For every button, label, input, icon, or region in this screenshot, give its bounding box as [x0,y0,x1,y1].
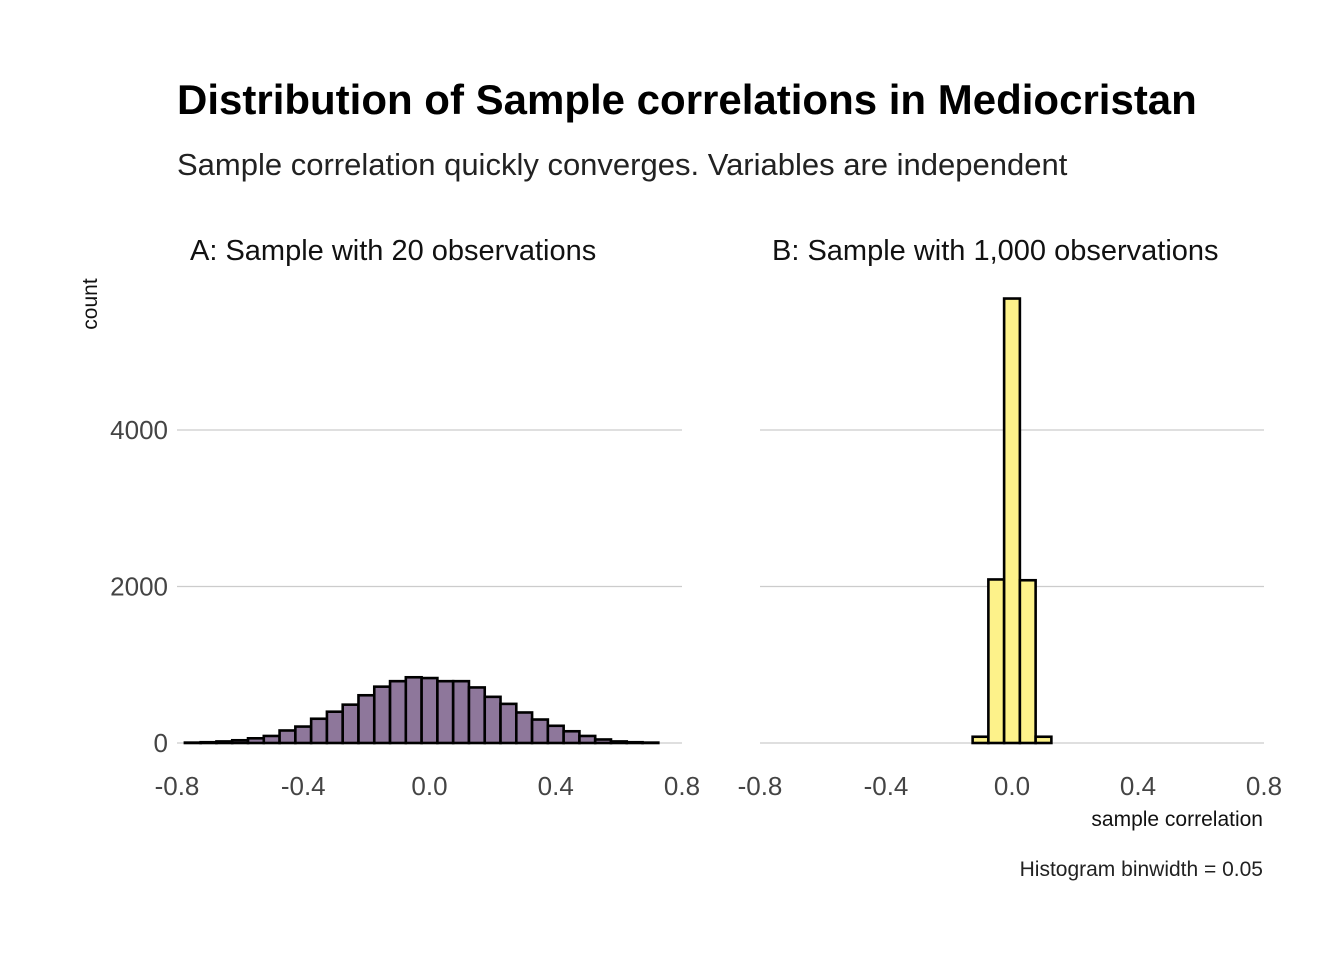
panel-a-bar [199,740,218,745]
panel-b-x-tick-label: 0.8 [1246,771,1282,801]
panel-a-bar [530,718,550,745]
panel-b-x-tick-label: 0.0 [994,771,1030,801]
panel-a-bar [562,729,581,745]
panel-a-bar [578,734,597,745]
panel-a-bar [230,738,250,745]
panel-b-x-tick-label: 0.4 [1120,771,1156,801]
panel-a-bar [262,734,281,745]
panel-a-bar [246,737,266,745]
panel-a-bar [451,679,471,745]
panel-b-title: B: Sample with 1,000 observations [772,235,1219,267]
panel-b-bar [1002,297,1022,745]
panel-a-bar [625,740,644,745]
y-tick-label: 2000 [110,572,168,602]
panel-a-bar [215,740,234,745]
panel-a-bar [278,729,297,745]
panel-a-x-tick-label: 0.0 [411,771,447,801]
panel-a-bar [325,710,345,745]
panel-a-bar [467,686,487,745]
panel-a-bar [436,679,455,745]
panel-a-bar [499,702,518,745]
panel-a-bar [357,693,376,745]
panel-b-x-tick-label: -0.8 [738,771,783,801]
panel-b-bar [987,578,1006,745]
panel-b-x-tick-label: -0.4 [864,771,909,801]
x-axis-label: sample correlation [1091,808,1263,831]
chart-caption: Histogram binwidth = 0.05 [1020,858,1263,881]
panel-a-title: A: Sample with 20 observations [190,235,596,267]
panel-a-bar [483,695,502,745]
panel-a-bar [420,676,439,745]
panel-a-bar [341,703,360,745]
panel-b-bar [1018,578,1037,745]
panel-b-bar [1034,735,1053,745]
panel-a-x-tick-label: -0.4 [281,771,326,801]
panel-a-x-tick-label: 0.8 [664,771,700,801]
y-axis-label: count [79,278,102,330]
panel-a-bar [609,740,629,745]
panel-a-bar [593,738,613,745]
plot-layer: -0.8 -0.4 0.0 0.4 0.8 -0.8 -0.4 0.0 0.4 0.8 0 2000 4… [110,297,1282,801]
panel-a-bar [404,675,423,745]
panel-a-bar [309,717,329,745]
panel-a-bar [388,679,408,745]
y-tick-label: 0 [154,728,168,758]
panel-b-bar [971,735,990,745]
chart-title: Distribution of Sample correlations in M… [177,76,1197,123]
panel-a-x-tick-label: -0.8 [155,771,200,801]
panel-a-bar [372,685,392,745]
panel-a-bar [546,724,565,745]
panel-a-x-tick-label: 0.4 [538,771,574,801]
chart-subtitle: Sample correlation quickly converges. Va… [177,147,1068,182]
panel-a-bar [294,725,313,745]
y-tick-label: 4000 [110,415,168,445]
panel-a-bar [514,711,534,745]
